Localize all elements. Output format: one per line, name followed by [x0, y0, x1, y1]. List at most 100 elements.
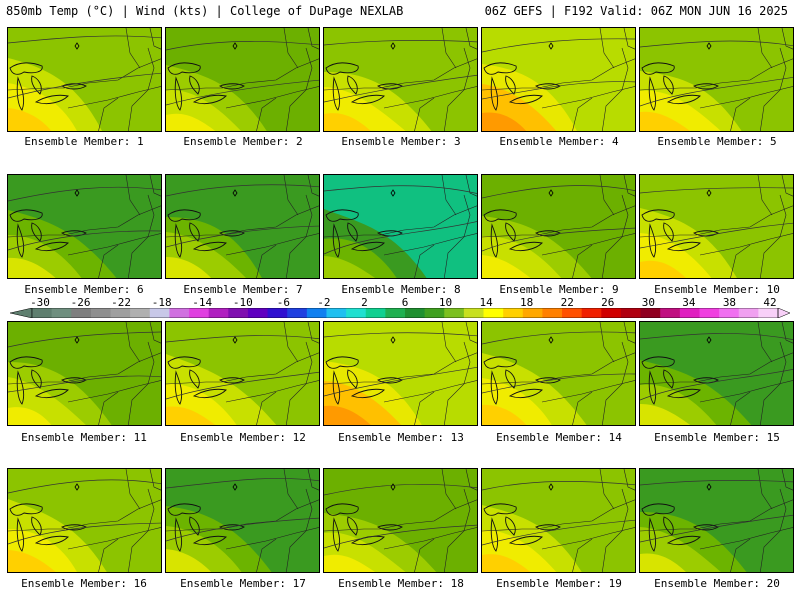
- ensemble-map-panel: [639, 321, 794, 426]
- colorbar-swatch: [679, 308, 700, 318]
- colorbar-tick-label: 10: [438, 296, 453, 309]
- ensemble-map-panel: [7, 321, 162, 426]
- ensemble-map: [482, 322, 635, 425]
- colorbar-swatch: [247, 308, 269, 318]
- colorbar-swatch: [719, 308, 740, 318]
- colorbar-tick-label: 34: [682, 296, 696, 309]
- ensemble-map-panel: [639, 468, 794, 573]
- colorbar-swatch: [267, 308, 288, 318]
- ensemble-member-label: Ensemble Member: 5: [657, 135, 777, 148]
- colorbar-swatch: [444, 308, 465, 318]
- colorbar-swatch: [51, 308, 72, 318]
- colorbar-swatch: [326, 308, 347, 318]
- colorbar-swatch: [385, 308, 406, 318]
- ensemble-member-label: Ensemble Member: 19: [496, 577, 622, 590]
- ensemble-map: [482, 175, 635, 278]
- ensemble-map: [166, 28, 319, 131]
- ensemble-member-label: Ensemble Member: 18: [338, 577, 464, 590]
- colorbar-swatch: [90, 308, 112, 318]
- ensemble-map: [166, 322, 319, 425]
- colorbar-tick-label: 26: [601, 296, 615, 309]
- colorbar-swatch: [130, 308, 151, 318]
- map-title: 850mb Temp (°C) | Wind (kts) | College o…: [6, 4, 404, 18]
- ensemble-member-label: Ensemble Member: 16: [21, 577, 147, 590]
- colorbar-swatch: [660, 308, 681, 318]
- ensemble-member-label: Ensemble Member: 13: [338, 431, 464, 444]
- colorbar-tick-label: 42: [763, 296, 777, 309]
- ensemble-member-label: Ensemble Member: 6: [24, 283, 144, 296]
- colorbar-tick-label: -2: [317, 296, 331, 309]
- colorbar-swatch: [758, 308, 779, 318]
- colorbar-tick-label: 30: [641, 296, 655, 309]
- colorbar-swatch: [463, 308, 485, 318]
- ensemble-map-panel: [323, 27, 478, 132]
- colorbar-swatch: [346, 308, 367, 318]
- colorbar-swatch: [542, 308, 563, 318]
- ensemble-member-label: Ensemble Member: 9: [499, 283, 619, 296]
- colorbar-swatch: [169, 308, 190, 318]
- colorbar-tick-label: -22: [111, 296, 132, 309]
- ensemble-map-panel: [323, 321, 478, 426]
- ensemble-member-label: Ensemble Member: 10: [654, 283, 780, 296]
- valid-time-label: 06Z GEFS | F192 Valid: 06Z MON JUN 16 20…: [484, 4, 788, 18]
- colorbar-swatch: [110, 308, 131, 318]
- colorbar-swatch: [699, 308, 720, 318]
- ensemble-member-label: Ensemble Member: 14: [496, 431, 622, 444]
- ensemble-map-panel: [323, 468, 478, 573]
- ensemble-map-panel: [7, 468, 162, 573]
- colorbar-tick-label: -26: [70, 296, 91, 309]
- colorbar-tick-label: -10: [232, 296, 253, 309]
- ensemble-map: [324, 322, 477, 425]
- colorbar-swatch: [306, 308, 327, 318]
- ensemble-map: [640, 28, 793, 131]
- colorbar-tick-label: 6: [401, 296, 409, 309]
- ensemble-member-label: Ensemble Member: 11: [21, 431, 147, 444]
- ensemble-map: [640, 322, 793, 425]
- ensemble-member-label: Ensemble Member: 20: [654, 577, 780, 590]
- ensemble-map-panel: [481, 174, 636, 279]
- ensemble-map-panel: [7, 174, 162, 279]
- colorbar-swatch: [405, 308, 426, 318]
- ensemble-map: [482, 28, 635, 131]
- colorbar-tick-label: -6: [276, 296, 290, 309]
- colorbar-swatch: [71, 308, 92, 318]
- colorbar-tick-label: -18: [151, 296, 172, 309]
- ensemble-member-label: Ensemble Member: 1: [24, 135, 144, 148]
- ensemble-member-label: Ensemble Member: 4: [499, 135, 619, 148]
- colorbar-swatch: [424, 308, 445, 318]
- ensemble-map: [166, 175, 319, 278]
- ensemble-member-label: Ensemble Member: 15: [654, 431, 780, 444]
- ensemble-map: [166, 469, 319, 572]
- ensemble-map: [640, 469, 793, 572]
- colorbar-swatch: [581, 308, 602, 318]
- colorbar-swatch: [601, 308, 622, 318]
- temperature-colorbar: -30 -26 -22 -18 -14 -10 -6 -2 2 6 10 14 18 22 26 30 34 38…: [10, 296, 790, 320]
- colorbar-swatch: [149, 308, 170, 318]
- colorbar-swatch: [208, 308, 229, 318]
- ensemble-map-panel: [639, 27, 794, 132]
- colorbar-swatch: [483, 308, 504, 318]
- colorbar-scale: [10, 308, 790, 318]
- ensemble-member-label: Ensemble Member: 17: [180, 577, 306, 590]
- ensemble-map-panel: [165, 174, 320, 279]
- ensemble-map: [482, 469, 635, 572]
- ensemble-map: [640, 175, 793, 278]
- ensemble-map-panel: [639, 174, 794, 279]
- colorbar-swatch: [503, 308, 524, 318]
- ensemble-map: [324, 469, 477, 572]
- colorbar-tick-label: 18: [520, 296, 534, 309]
- colorbar-swatch: [522, 308, 543, 318]
- ensemble-map-panel: [165, 468, 320, 573]
- ensemble-map-panel: [481, 321, 636, 426]
- colorbar-swatch: [287, 308, 308, 318]
- colorbar-swatch: [562, 308, 583, 318]
- ensemble-map: [8, 322, 161, 425]
- ensemble-map: [324, 28, 477, 131]
- colorbar-tick-label: 14: [479, 296, 493, 309]
- colorbar-swatch: [32, 308, 53, 318]
- ensemble-map-panel: [481, 468, 636, 573]
- colorbar-tick-label: 2: [361, 296, 368, 309]
- ensemble-member-label: Ensemble Member: 7: [183, 283, 303, 296]
- ensemble-map-panel: [7, 27, 162, 132]
- ensemble-map-panel: [323, 174, 478, 279]
